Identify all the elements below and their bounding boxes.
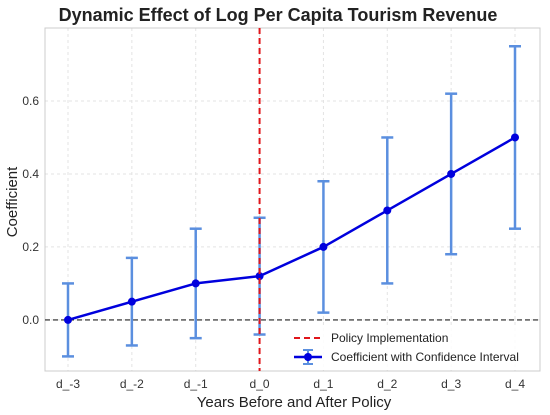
data-point	[319, 242, 328, 251]
coefficient-series	[64, 133, 519, 324]
data-point	[64, 315, 72, 324]
y-tick-label: 0.4	[22, 167, 39, 181]
data-point	[511, 133, 519, 142]
y-tick-label: 0.2	[22, 240, 39, 254]
data-point	[255, 272, 264, 281]
y-tick-label: 0.6	[22, 94, 39, 108]
x-tick-label: d_0	[250, 377, 270, 391]
x-axis-label: Years Before and After Policy	[197, 394, 392, 411]
legend-series-marker	[304, 353, 312, 361]
x-tick-label: d_2	[377, 377, 397, 391]
grid-lines	[45, 28, 540, 371]
plot-frame	[44, 27, 541, 372]
axis-ticks: d_-3 d_-2 d_-1 d_0 d_1 d_2 d_3 d_4 0.0 0.2 0.4 0.6	[22, 94, 525, 391]
x-tick-label: d_4	[505, 377, 525, 391]
data-point	[447, 169, 456, 178]
y-axis-label: Coefficient	[4, 166, 21, 237]
x-tick-label: d_-3	[56, 377, 80, 391]
series-line	[67, 136, 516, 322]
x-tick-label: d_1	[313, 377, 333, 391]
data-point	[191, 279, 200, 288]
y-tick-label: 0.0	[22, 313, 39, 327]
x-tick-label: d_-1	[184, 377, 208, 391]
legend-policy-label: Policy Implementation	[331, 331, 448, 345]
data-point	[127, 297, 136, 306]
chart-title: Dynamic Effect of Log Per Capita Tourism…	[59, 5, 498, 25]
data-point	[383, 206, 392, 215]
legend-series-label: Coefficient with Confidence Interval	[331, 350, 519, 364]
legend-box	[288, 326, 538, 370]
legend: Policy Implementation Coefficient with C…	[288, 326, 538, 370]
x-tick-label: d_3	[441, 377, 461, 391]
x-tick-label: d_-2	[120, 377, 144, 391]
